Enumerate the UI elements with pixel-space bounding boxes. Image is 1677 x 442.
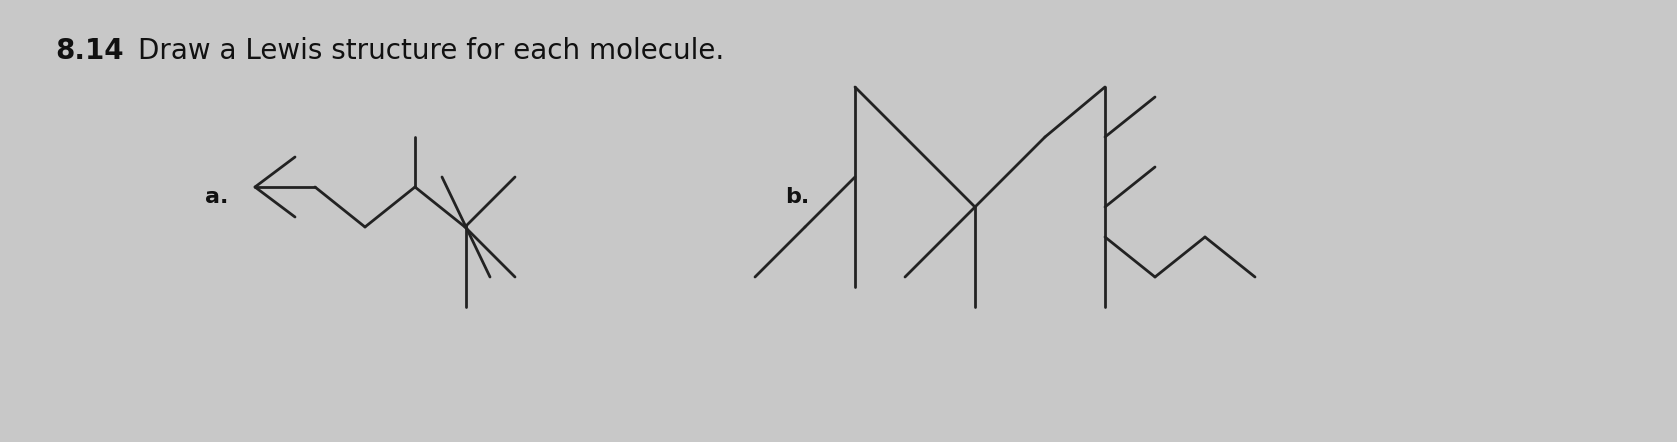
Text: Draw a Lewis structure for each molecule.: Draw a Lewis structure for each molecule… — [138, 37, 724, 65]
Text: b.: b. — [785, 187, 810, 207]
Text: 8.14: 8.14 — [55, 37, 124, 65]
Text: a.: a. — [205, 187, 228, 207]
